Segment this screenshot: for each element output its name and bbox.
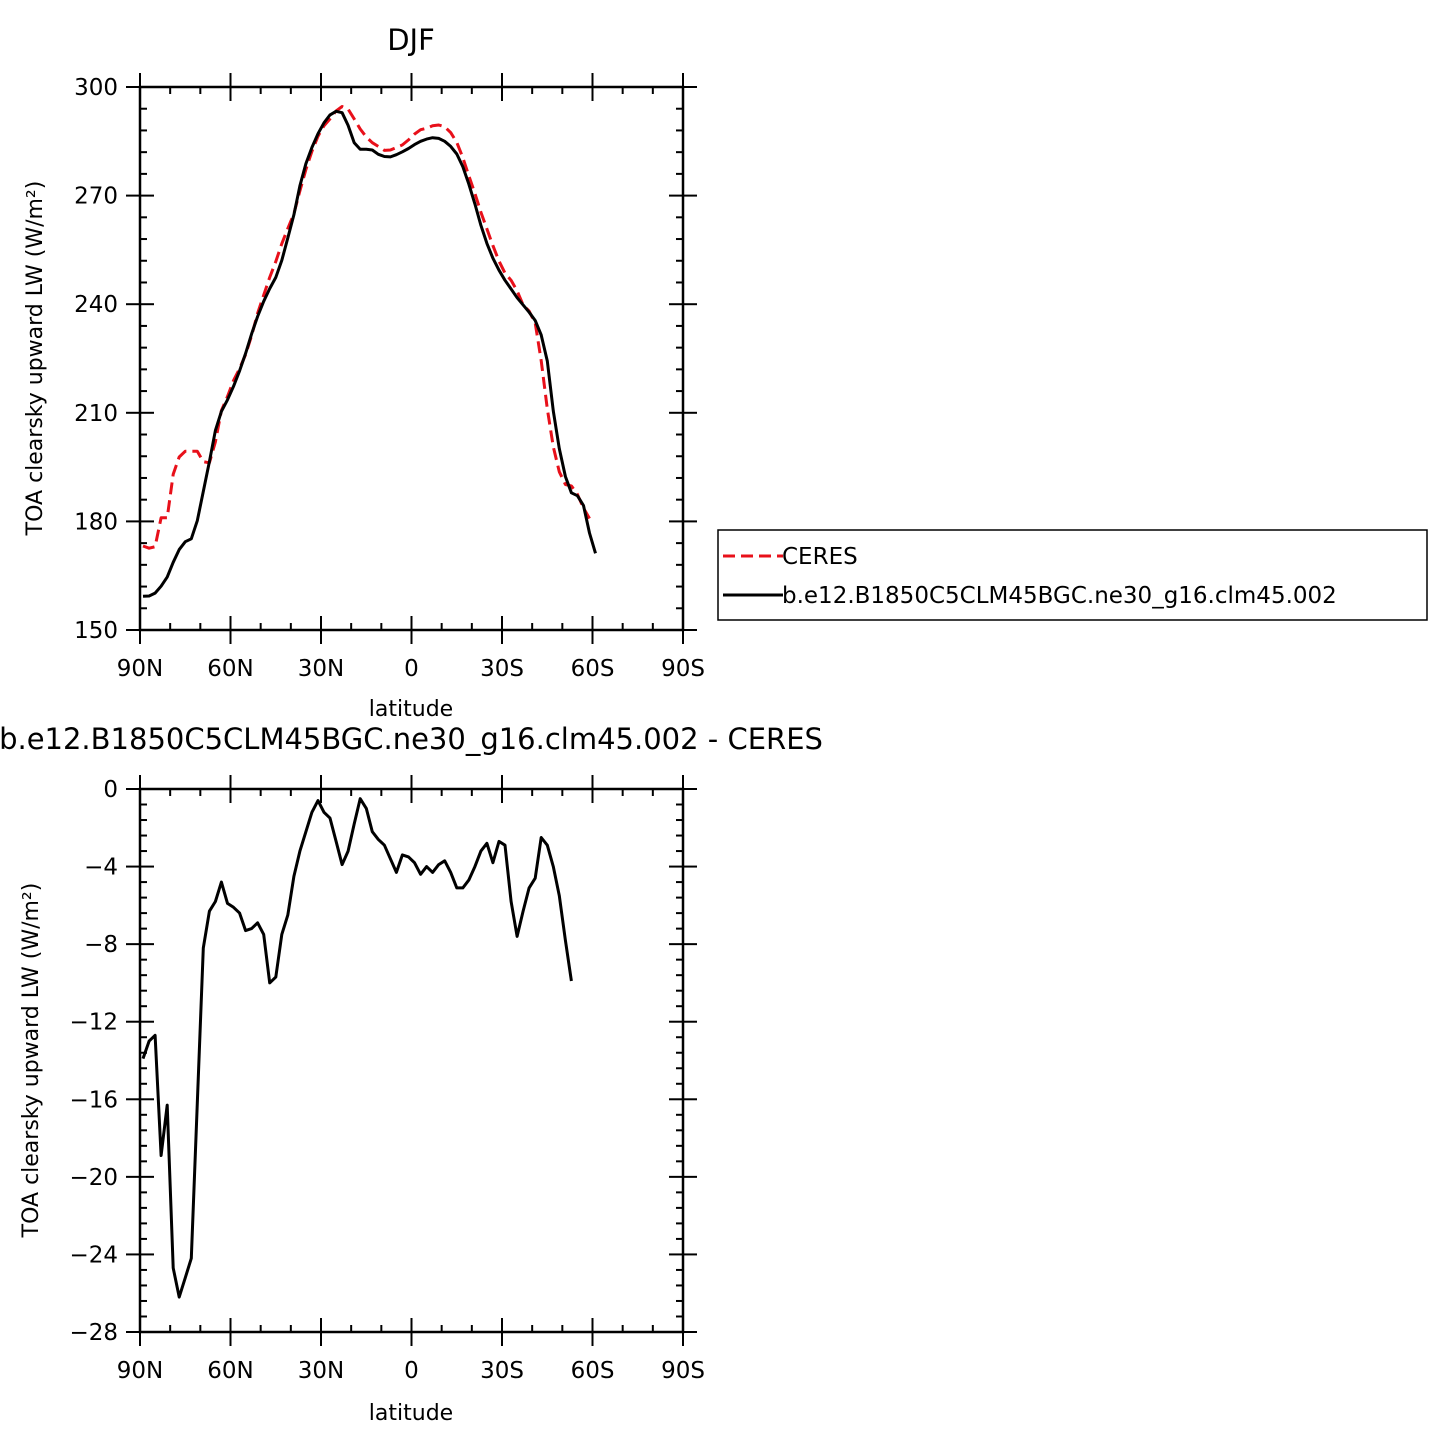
bottom-x-axis-label: latitude (369, 1401, 453, 1426)
top-series-line-0 (142, 105, 591, 550)
bottom-y-tick-label: −16 (69, 1087, 118, 1113)
top-series-lines (142, 105, 597, 598)
top-x-tick-label: 60N (207, 656, 253, 682)
top-x-tick-label: 30S (480, 656, 524, 682)
top-x-tick-label: 60S (571, 656, 615, 682)
top-x-ticks: 90N 60N 30N 0 30S 60S 90S (117, 73, 705, 682)
top-x-tick-label: 30N (298, 656, 344, 682)
top-y-tick-label: 180 (74, 509, 118, 535)
legend-label-ceres: CERES (782, 544, 858, 570)
bottom-x-ticks: 90N 60N 30N 0 30S 60S 90S (117, 775, 705, 1384)
bottom-y-tick-label: −20 (69, 1165, 118, 1191)
bottom-y-tick-label: −4 (84, 855, 118, 881)
bottom-y-tick-label: 0 (103, 777, 118, 803)
legend: CERES b.e12.B1850C5CLM45BGC.ne30_g16.clm… (717, 529, 1428, 621)
bottom-y-ticks: −28 −24 −20 −16 −12 −8 −4 0 (69, 777, 697, 1346)
bottom-x-tick-label: 90S (661, 1358, 705, 1384)
bottom-x-tick-label: 30N (298, 1358, 344, 1384)
top-y-axis-label: TOA clearsky upward LW (W/m²) (23, 181, 48, 537)
top-x-axis-label: latitude (369, 697, 453, 722)
legend-box (717, 529, 1428, 621)
bottom-y-tick-label: −12 (69, 1010, 118, 1036)
top-y-tick-label: 210 (74, 401, 118, 427)
top-y-ticks: 150 180 210 240 270 300 (74, 75, 697, 644)
bottom-x-tick-label: 90N (117, 1358, 163, 1384)
bottom-y-axis-label: TOA clearsky upward LW (W/m²) (19, 883, 44, 1239)
top-y-tick-label: 270 (74, 184, 118, 210)
bottom-x-tick-label: 60N (207, 1358, 253, 1384)
top-x-tick-label: 0 (404, 656, 419, 682)
legend-label-model: b.e12.B1850C5CLM45BGC.ne30_g16.clm45.002 (782, 583, 1337, 609)
bottom-x-tick-label: 0 (404, 1358, 419, 1384)
bottom-series-line-0 (141, 797, 573, 1299)
bottom-y-tick-label: −24 (69, 1242, 118, 1268)
bottom-panel: b.e12.B1850C5CLM45BGC.ne30_g16.clm45.002… (0, 722, 823, 1426)
top-series-line-1 (142, 109, 597, 598)
top-panel: DJF 90N 60N 30N 0 30S 60S 90S 150 180 210 240 270 3… (23, 23, 1428, 722)
top-y-tick-label: 240 (74, 292, 118, 318)
top-y-tick-label: 300 (74, 75, 118, 101)
bottom-series-lines (141, 797, 573, 1299)
bottom-chart-title: b.e12.B1850C5CLM45BGC.ne30_g16.clm45.002… (0, 722, 823, 756)
bottom-x-tick-label: 30S (480, 1358, 524, 1384)
top-x-tick-label: 90S (661, 656, 705, 682)
bottom-y-tick-label: −8 (84, 932, 118, 958)
top-y-tick-label: 150 (74, 618, 118, 644)
bottom-x-tick-label: 60S (571, 1358, 615, 1384)
bottom-y-tick-label: −28 (69, 1320, 118, 1346)
top-x-tick-label: 90N (117, 656, 163, 682)
top-chart-title: DJF (387, 23, 435, 57)
